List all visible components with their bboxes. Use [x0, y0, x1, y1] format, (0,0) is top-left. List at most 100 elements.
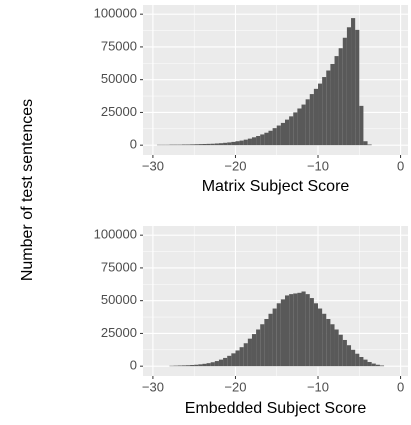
y-tick-label: 25000 [101, 104, 137, 119]
histogram-bar [284, 119, 290, 146]
histogram-bar [206, 363, 211, 367]
histogram-bar [177, 365, 182, 367]
histogram-bar [239, 347, 244, 367]
histogram-bar [247, 338, 252, 367]
histogram-bar [190, 364, 195, 367]
histogram-bar [210, 362, 215, 367]
histogram-bar [268, 130, 273, 146]
histogram-bar [338, 334, 343, 367]
histogram-bar [309, 298, 314, 367]
y-tick-label: 0 [130, 358, 137, 373]
histogram-bar [338, 48, 343, 146]
histogram-bar [342, 339, 347, 367]
histogram-bar [198, 144, 203, 146]
histogram-bar [223, 357, 228, 367]
y-tick-label: 50000 [101, 71, 137, 86]
histogram-bar [218, 143, 224, 146]
histogram-bar [351, 349, 356, 367]
histogram-bar [181, 365, 186, 367]
histogram-bar [173, 365, 178, 367]
histogram-bar [305, 294, 310, 367]
histogram-bar [185, 144, 191, 146]
histogram-bar [322, 313, 327, 367]
histogram-bar [355, 353, 360, 367]
histogram-bar [243, 139, 248, 146]
histogram-bar [256, 329, 261, 367]
histogram-bar [264, 319, 269, 367]
histogram-bar [280, 122, 285, 146]
x-tick-label: 0 [397, 379, 404, 394]
x-tick-label: −10 [307, 379, 329, 394]
histogram-bar [342, 37, 347, 146]
histogram-bar [264, 132, 269, 146]
histogram-bar [326, 319, 331, 367]
histogram-bar [169, 144, 174, 146]
histogram-bar [379, 365, 385, 367]
y-tick-label: 100000 [94, 227, 137, 242]
histogram-bar [301, 291, 306, 367]
histogram-bar [231, 141, 236, 146]
y-tick-label: 25000 [101, 325, 137, 340]
y-tick-label: 0 [130, 137, 137, 152]
histogram-bar [227, 355, 232, 367]
histogram-bar [367, 361, 372, 367]
histogram-bar [313, 88, 319, 146]
histogram-bar [280, 299, 285, 367]
y-tick-label: 75000 [101, 38, 137, 53]
x-axis-title: Matrix Subject Score [202, 178, 350, 195]
x-tick-label: −20 [224, 158, 246, 173]
histogram-bar [322, 77, 327, 146]
histogram-bar [181, 144, 186, 146]
histogram-bar [297, 292, 302, 367]
histogram-bar [272, 308, 277, 367]
histogram-bar [276, 125, 281, 146]
histogram-bar [305, 99, 310, 146]
x-tick-label: −30 [142, 158, 164, 173]
histogram-bar [239, 140, 244, 146]
y-tick-label: 100000 [94, 6, 137, 21]
histogram-bar [173, 144, 178, 146]
histogram-bar [218, 359, 224, 367]
y-axis-title: Number of test sentences [19, 99, 36, 281]
histogram-bar [276, 303, 281, 367]
histogram-bar [346, 345, 352, 367]
x-tick-label: −30 [142, 379, 164, 394]
x-tick-label: 0 [397, 158, 404, 173]
histogram-bar [330, 324, 335, 367]
histogram-bar [301, 104, 306, 146]
histogram-bar [326, 70, 331, 146]
x-tick-label: −10 [307, 158, 329, 173]
histogram-bar [251, 334, 257, 367]
histogram-bar [185, 365, 191, 367]
y-tick-label: 75000 [101, 259, 137, 274]
histogram-bar [235, 350, 240, 367]
histogram-bar [202, 143, 207, 146]
histogram-bar [268, 313, 273, 367]
histogram-bar [359, 357, 364, 367]
histogram-bar [177, 144, 182, 146]
histogram-bar [260, 134, 265, 146]
histogram-bar [289, 294, 294, 367]
histogram-bar [371, 363, 376, 367]
histogram-bar [214, 361, 219, 367]
histogram-bar [289, 116, 294, 146]
histogram-bar [293, 112, 298, 146]
histogram-bar [251, 137, 257, 146]
histogram-bar [363, 359, 368, 367]
histogram-bar [202, 363, 207, 367]
histogram-bar [223, 142, 228, 146]
histogram-bar [206, 143, 211, 146]
histogram-bar [359, 105, 364, 146]
histogram-bar [190, 144, 195, 146]
histogram-bar [272, 128, 277, 146]
histogram-bar [231, 353, 236, 367]
histogram-bar [367, 144, 372, 146]
x-axis-title: Embedded Subject Score [185, 400, 367, 417]
histogram-bar [194, 144, 199, 146]
histogram-bar [351, 18, 356, 146]
histogram-bar [318, 83, 323, 146]
histogram-bar [243, 343, 248, 367]
histogram-bar [235, 141, 240, 146]
histogram-bar [330, 63, 335, 146]
